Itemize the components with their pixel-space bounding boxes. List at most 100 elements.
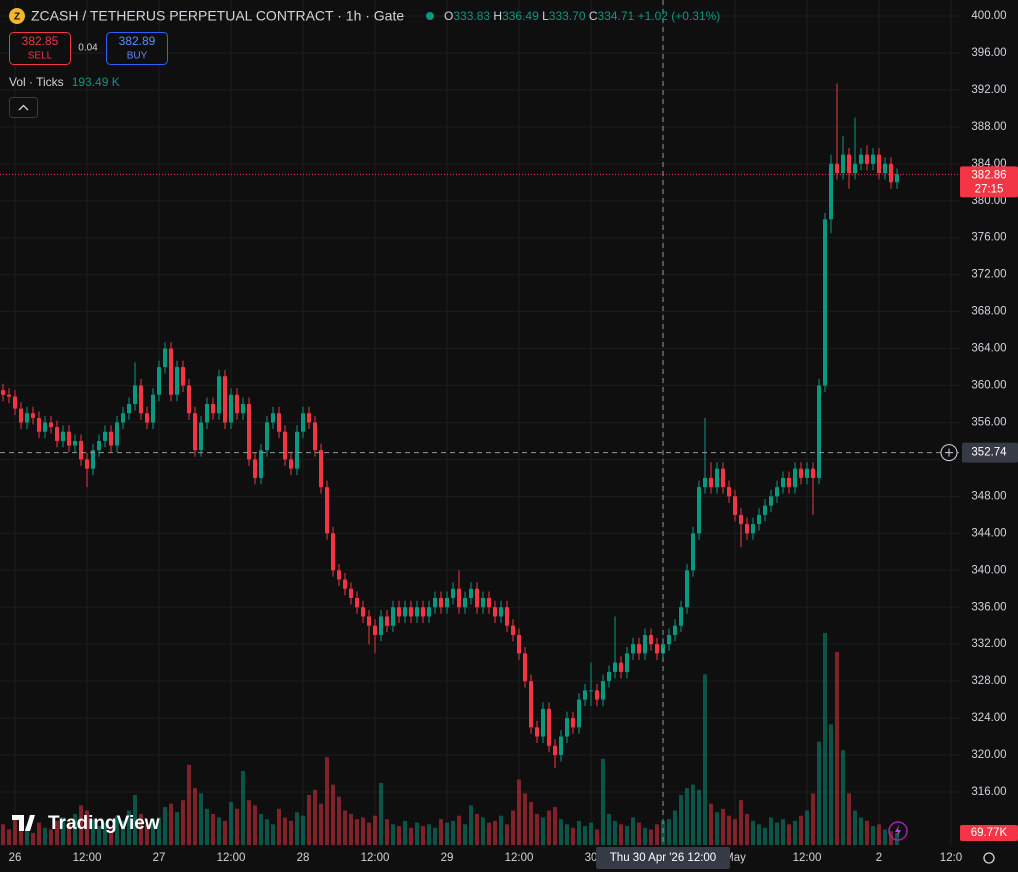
indicator-value: 193.49 K bbox=[72, 75, 120, 89]
sell-button[interactable] bbox=[9, 32, 71, 65]
candle-body bbox=[895, 174, 899, 183]
x-tick-label: 12:00 bbox=[217, 852, 246, 864]
candle-body bbox=[169, 348, 173, 395]
volume-bar bbox=[373, 815, 377, 845]
volume-bar bbox=[85, 810, 89, 845]
volume-bar bbox=[619, 824, 623, 845]
volume-bar bbox=[877, 824, 881, 845]
symbol-icon-glyph: Z bbox=[14, 12, 20, 23]
indicator-legend[interactable]: Vol · Ticks 193.49 K bbox=[9, 75, 120, 89]
volume-pane bbox=[1, 633, 899, 845]
volume-bar bbox=[829, 724, 833, 845]
symbol-title[interactable]: ZCASH / TETHERUS PERPETUAL CONTRACT · 1h… bbox=[31, 8, 404, 24]
candle-body bbox=[133, 385, 137, 404]
candle-body bbox=[151, 394, 155, 423]
x-tick-label: 29 bbox=[441, 852, 454, 864]
volume-bar bbox=[475, 813, 479, 845]
volume-bar bbox=[541, 817, 545, 845]
candle-body bbox=[757, 514, 761, 525]
logo-text: TradingView bbox=[48, 813, 160, 834]
candle-body bbox=[529, 681, 533, 728]
buy-button[interactable] bbox=[106, 32, 168, 65]
volume-bar bbox=[259, 813, 263, 845]
candle-body bbox=[739, 514, 743, 525]
candle-body bbox=[235, 394, 239, 414]
volume-bar bbox=[583, 826, 587, 845]
volume-bar bbox=[499, 815, 503, 845]
candle-body bbox=[691, 533, 695, 571]
candle-body bbox=[241, 404, 245, 414]
volume-bar bbox=[769, 817, 773, 845]
candle-body bbox=[571, 718, 575, 728]
volume-bar bbox=[79, 805, 83, 845]
volume-bar bbox=[451, 820, 455, 845]
candle-body bbox=[547, 708, 551, 746]
sell-price: 382.85 bbox=[22, 34, 59, 48]
y-tick-label: 344.00 bbox=[971, 527, 1006, 539]
candle-body bbox=[193, 413, 197, 451]
volume-bar bbox=[361, 817, 365, 845]
candle-body bbox=[409, 607, 413, 617]
volume-bar bbox=[1, 824, 5, 845]
alert-icon[interactable] bbox=[888, 821, 908, 841]
volume-bar bbox=[73, 813, 77, 845]
volume-bar bbox=[883, 829, 887, 845]
volume-bar bbox=[355, 819, 359, 845]
candle-body bbox=[103, 431, 107, 441]
volume-bar bbox=[493, 820, 497, 845]
candle-body bbox=[817, 385, 821, 478]
candle-body bbox=[295, 431, 299, 469]
x-tick-label: 12:00 bbox=[505, 852, 534, 864]
volume-bar bbox=[103, 822, 107, 845]
volume-bar bbox=[535, 813, 539, 845]
ohlc-label: H bbox=[493, 9, 502, 23]
candle-body bbox=[541, 708, 545, 737]
volume-bar bbox=[751, 820, 755, 845]
volume-bar bbox=[709, 803, 713, 845]
volume-bar bbox=[403, 820, 407, 845]
settings-icon[interactable] bbox=[983, 852, 995, 864]
ohlc-label: L bbox=[542, 9, 549, 23]
volume-bar bbox=[7, 829, 11, 845]
candle-body bbox=[403, 607, 407, 617]
candle-body bbox=[667, 634, 671, 645]
candle-body bbox=[679, 607, 683, 626]
candle-body bbox=[775, 487, 779, 497]
candle-body bbox=[367, 616, 371, 626]
collapse-button[interactable] bbox=[9, 97, 38, 118]
candle-body bbox=[553, 745, 557, 756]
candle-body bbox=[823, 219, 827, 386]
volume-bar bbox=[301, 815, 305, 845]
x-tick-label: 2 bbox=[876, 852, 882, 864]
volume-bar bbox=[523, 793, 527, 845]
volume-bar bbox=[679, 795, 683, 845]
candle-body bbox=[289, 459, 293, 469]
volume-bar bbox=[577, 820, 581, 845]
ohlc-label: O bbox=[444, 9, 453, 23]
ohlc-value: 333.70 bbox=[549, 9, 586, 23]
buy-price: 382.89 bbox=[119, 34, 156, 48]
volume-bar bbox=[505, 824, 509, 845]
candle-body bbox=[385, 616, 389, 626]
volume-bar bbox=[757, 824, 761, 845]
candle-body bbox=[55, 427, 59, 441]
candle-body bbox=[217, 376, 221, 414]
volume-label: 69.77K bbox=[971, 827, 1008, 839]
candle-body bbox=[451, 588, 455, 598]
candle-body bbox=[277, 413, 281, 432]
candle-body bbox=[727, 487, 731, 497]
candle-body bbox=[265, 422, 269, 451]
candle-body bbox=[7, 394, 11, 397]
volume-bar bbox=[349, 813, 353, 845]
crosshair-price-box bbox=[962, 442, 1018, 463]
candle-body bbox=[793, 468, 797, 488]
candle-body bbox=[577, 699, 581, 728]
y-tick-label: 380.00 bbox=[971, 195, 1006, 207]
candle-body bbox=[565, 718, 569, 737]
candle-body bbox=[589, 690, 593, 692]
volume-bar bbox=[745, 813, 749, 845]
volume-bar bbox=[325, 757, 329, 845]
volume-bar bbox=[379, 782, 383, 845]
